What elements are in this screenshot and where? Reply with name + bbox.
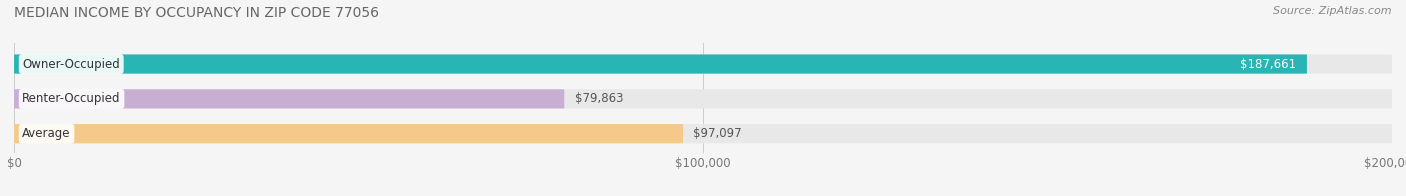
FancyBboxPatch shape bbox=[14, 89, 564, 108]
Text: Average: Average bbox=[22, 127, 70, 140]
FancyBboxPatch shape bbox=[14, 89, 1392, 108]
Text: Owner-Occupied: Owner-Occupied bbox=[22, 58, 120, 71]
FancyBboxPatch shape bbox=[14, 54, 1308, 74]
Text: MEDIAN INCOME BY OCCUPANCY IN ZIP CODE 77056: MEDIAN INCOME BY OCCUPANCY IN ZIP CODE 7… bbox=[14, 6, 380, 20]
Text: $97,097: $97,097 bbox=[693, 127, 742, 140]
FancyBboxPatch shape bbox=[14, 124, 1392, 143]
FancyBboxPatch shape bbox=[14, 54, 1392, 74]
Text: $79,863: $79,863 bbox=[575, 92, 623, 105]
Text: $187,661: $187,661 bbox=[1240, 58, 1296, 71]
Text: Source: ZipAtlas.com: Source: ZipAtlas.com bbox=[1274, 6, 1392, 16]
FancyBboxPatch shape bbox=[14, 124, 683, 143]
Text: Renter-Occupied: Renter-Occupied bbox=[22, 92, 121, 105]
